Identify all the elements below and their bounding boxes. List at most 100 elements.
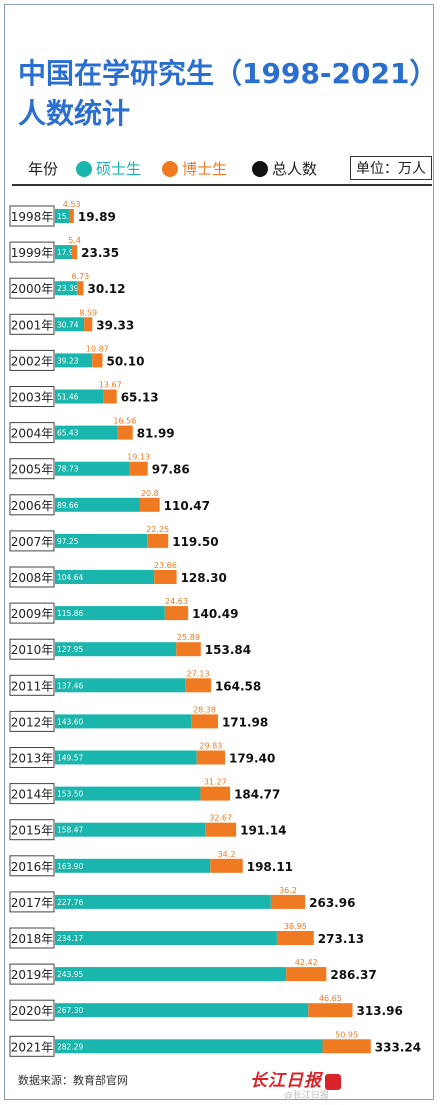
- year-label: 2019年: [11, 968, 54, 982]
- year-label: 2006年: [11, 499, 54, 513]
- master-value-label: 78.73: [57, 465, 79, 474]
- phd-value-label: 24.63: [165, 597, 188, 606]
- master-value-label: 234.17: [57, 934, 83, 943]
- total-value-label: 313.96: [356, 1004, 402, 1018]
- watermark: @长江日报: [284, 1091, 330, 1101]
- phd-bar: [69, 209, 74, 223]
- phd-bar: [308, 1003, 353, 1018]
- year-label: 2008年: [11, 571, 54, 585]
- year-label-box: [9, 710, 55, 732]
- master-bar: [55, 570, 155, 584]
- phd-bar: [276, 931, 314, 945]
- legend-master-label: 硕士生: [96, 160, 142, 178]
- year-label: 2018年: [11, 932, 54, 946]
- phd-value-label: 13.67: [99, 381, 122, 390]
- year-label-box: [9, 1035, 55, 1057]
- master-value-label: 163.90: [57, 862, 83, 871]
- master-bar: [55, 858, 211, 873]
- total-value-label: 263.96: [309, 896, 355, 910]
- phd-value-label: 4.53: [63, 200, 81, 209]
- master-value-label: 153.50: [57, 790, 83, 799]
- master-value-label: 97.25: [57, 537, 79, 546]
- phd-bar: [176, 642, 201, 657]
- year-label-box: [9, 494, 55, 516]
- year-label-box: [9, 602, 55, 624]
- phd-value-label: 28.38: [193, 705, 216, 714]
- master-bar: [55, 931, 277, 945]
- legend-total-label: 总人数: [272, 160, 318, 178]
- phd-bar: [210, 858, 243, 873]
- phd-value-label: 16.56: [113, 417, 136, 426]
- total-value-label: 184.77: [234, 788, 280, 802]
- total-value-label: 39.33: [96, 318, 134, 332]
- total-value-label: 30.12: [88, 282, 126, 296]
- phd-value-label: 27.13: [187, 669, 210, 678]
- legend-divider: [12, 184, 432, 186]
- phd-bar: [129, 461, 148, 476]
- master-bar: [55, 786, 201, 801]
- total-value-label: 273.13: [318, 932, 364, 946]
- master-value-label: 267.30: [57, 1006, 83, 1015]
- master-bar: [55, 245, 73, 260]
- total-value-label: 128.30: [181, 571, 227, 585]
- phd-value-label: 25.89: [177, 633, 200, 642]
- year-label: 1999年: [11, 246, 54, 260]
- legend-year-label: 年份: [28, 160, 59, 178]
- master-bar: [55, 353, 93, 368]
- year-label: 2003年: [11, 391, 54, 405]
- master-bar: [55, 1039, 323, 1054]
- total-value-label: 153.84: [205, 643, 251, 657]
- master-value-label: 89.66: [57, 501, 79, 510]
- year-label-box: [9, 386, 55, 407]
- year-label: 2005年: [11, 463, 54, 477]
- phd-bar: [117, 425, 133, 440]
- phd-value-label: 36.2: [279, 886, 297, 895]
- phd-value-label: 38.95: [284, 922, 307, 931]
- master-value-label: 51.46: [57, 393, 79, 402]
- legend: 年份 硕士生 博士生 总人数 单位：万人: [12, 152, 432, 186]
- chart-title: 中国在学研究生（1998-2021）人数统计: [18, 57, 424, 130]
- phd-value-label: 50.95: [335, 1030, 358, 1039]
- year-label-box: [9, 277, 55, 299]
- year-label-box: [9, 927, 55, 949]
- phd-value-label: 29.83: [199, 742, 222, 751]
- phd-bar: [205, 822, 237, 837]
- year-label: 2017年: [11, 896, 54, 910]
- master-bar: [55, 642, 177, 657]
- phd-bar: [164, 606, 189, 621]
- source-note: 数据来源：教育部官网: [18, 1074, 128, 1087]
- phd-value-label: 5.4: [68, 236, 81, 245]
- master-value-label: 115.86: [57, 609, 83, 618]
- total-value-label: 171.98: [222, 715, 268, 729]
- legend-phd-swatch: [162, 161, 178, 177]
- phd-value-label: 6.73: [71, 272, 89, 281]
- year-label: 2010年: [11, 643, 54, 657]
- year-label: 1998年: [11, 210, 54, 224]
- phd-bar: [103, 389, 117, 404]
- legend-master-swatch: [76, 161, 92, 177]
- phd-value-label: 32.67: [209, 814, 232, 823]
- total-value-label: 97.86: [152, 463, 190, 477]
- master-bar: [55, 461, 130, 476]
- phd-bar: [191, 714, 218, 729]
- phd-value-label: 10.87: [86, 344, 109, 353]
- legend-total-swatch: [252, 161, 268, 177]
- year-label: 2002年: [11, 354, 54, 368]
- unit-label: 单位：万人: [350, 156, 432, 180]
- phd-bar: [322, 1039, 371, 1054]
- phd-bar: [154, 570, 177, 584]
- master-value-label: 137.46: [57, 681, 83, 690]
- phd-bar: [72, 245, 78, 260]
- master-value-label: 17.95: [57, 248, 79, 257]
- master-value-label: 158.47: [57, 826, 83, 835]
- year-label-box: [9, 530, 55, 552]
- phd-bar: [139, 497, 160, 512]
- year-label: 2011年: [11, 679, 54, 693]
- year-label-box: [9, 819, 55, 841]
- year-label: 2013年: [11, 752, 54, 766]
- master-value-label: 30.74: [57, 320, 79, 329]
- year-label: 2021年: [11, 1040, 54, 1054]
- year-label-box: [9, 349, 55, 371]
- master-bar: [55, 209, 70, 223]
